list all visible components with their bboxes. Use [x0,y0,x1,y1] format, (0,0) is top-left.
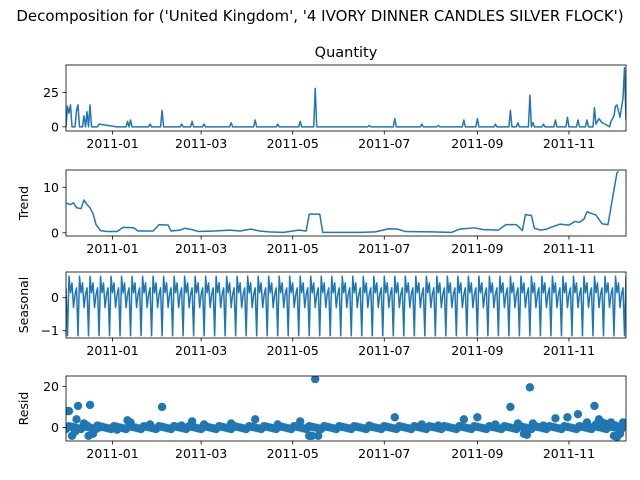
resid-point [157,402,167,412]
resid-point [311,376,320,384]
x-tick-label: 2011-01 [86,136,138,151]
x-tick-label: 2011-09 [451,343,503,358]
panels: 2011-01 2011-03 2011-05 2011-07 2011-09 2011-… [16,45,627,461]
y-tick-label: 0 [51,420,59,435]
x-tick-label: 2011-11 [543,343,595,358]
x-tick-label: 2011-05 [267,136,319,151]
axes-frame [65,271,627,339]
resid-point [314,431,323,441]
resid-point [506,402,515,412]
series-line [66,170,619,234]
resid-point [551,414,560,423]
resid-point [563,413,572,422]
y-tick-label: 0 [51,119,59,134]
x-tick-label: 2011-07 [358,136,410,151]
x-tick-label: 2011-11 [543,136,595,151]
x-tick-label: 2011-09 [451,136,503,151]
x-tick-label: 2011-03 [175,136,227,151]
x-tick-label: 2011-11 [543,446,595,461]
y-tick-label: 10 [43,180,59,195]
y-tick-label: −1 [41,323,59,338]
panel-3: 2011-01 2011-03 2011-05 2011-07 2011-09 2011-… [16,271,627,358]
x-tick-label: 2011-09 [451,241,503,256]
resid-point [525,383,535,392]
x-tick-label: 2011-05 [267,446,319,461]
plot-area [66,376,626,441]
x-tick-label: 2011-05 [267,343,319,358]
series-line [66,275,626,337]
y-tick-label: 0 [51,225,59,240]
resid-point [590,401,599,411]
plot-area [66,275,626,337]
axes-frame [65,169,627,237]
resid-point [473,413,482,422]
resid-point [308,431,317,441]
resid-point [72,415,81,424]
x-tick-label: 2011-07 [358,446,410,461]
panel-4: 2011-01 2011-03 2011-05 2011-07 2011-09 2011-… [16,375,627,461]
panel-title: Quantity [315,45,378,61]
x-tick-label: 2011-03 [175,241,227,256]
axes-frame [65,64,627,132]
panel-2: 2011-01 2011-03 2011-05 2011-07 2011-09 2011-… [16,169,627,256]
x-tick-label: 2011-11 [543,241,595,256]
x-tick-label: 2011-05 [267,241,319,256]
plot-area [66,67,626,128]
y-axis-label: Trend [16,186,31,221]
resid-point [573,409,583,419]
y-axis-label: Resid [16,392,31,426]
plot-area [66,170,619,234]
y-tick-label: 25 [43,85,59,100]
resid-point [85,400,95,410]
x-tick-label: 2011-07 [358,241,410,256]
x-tick-label: 2011-03 [175,446,227,461]
axes-frame [65,375,627,442]
x-tick-label: 2011-01 [86,446,138,461]
resid-point [459,415,469,424]
x-tick-label: 2011-03 [175,343,227,358]
x-tick-label: 2011-09 [451,446,503,461]
resid-point [66,406,74,416]
y-tick-label: 20 [43,379,59,394]
x-tick-label: 2011-01 [86,343,138,358]
resid-point [620,421,626,431]
series-line [66,67,626,128]
y-tick-label: 0 [51,290,59,305]
resid-point [250,415,260,424]
figure-title: Decomposition for ('United Kingdom', '4 … [16,7,623,25]
resid-point [390,413,399,422]
x-tick-label: 2011-07 [358,343,410,358]
x-tick-label: 2011-01 [86,241,138,256]
panel-1: 2011-01 2011-03 2011-05 2011-07 2011-09 2011-… [43,45,627,151]
y-axis-label: Seasonal [16,277,31,334]
resid-point [73,401,83,411]
resid-point [522,430,532,440]
